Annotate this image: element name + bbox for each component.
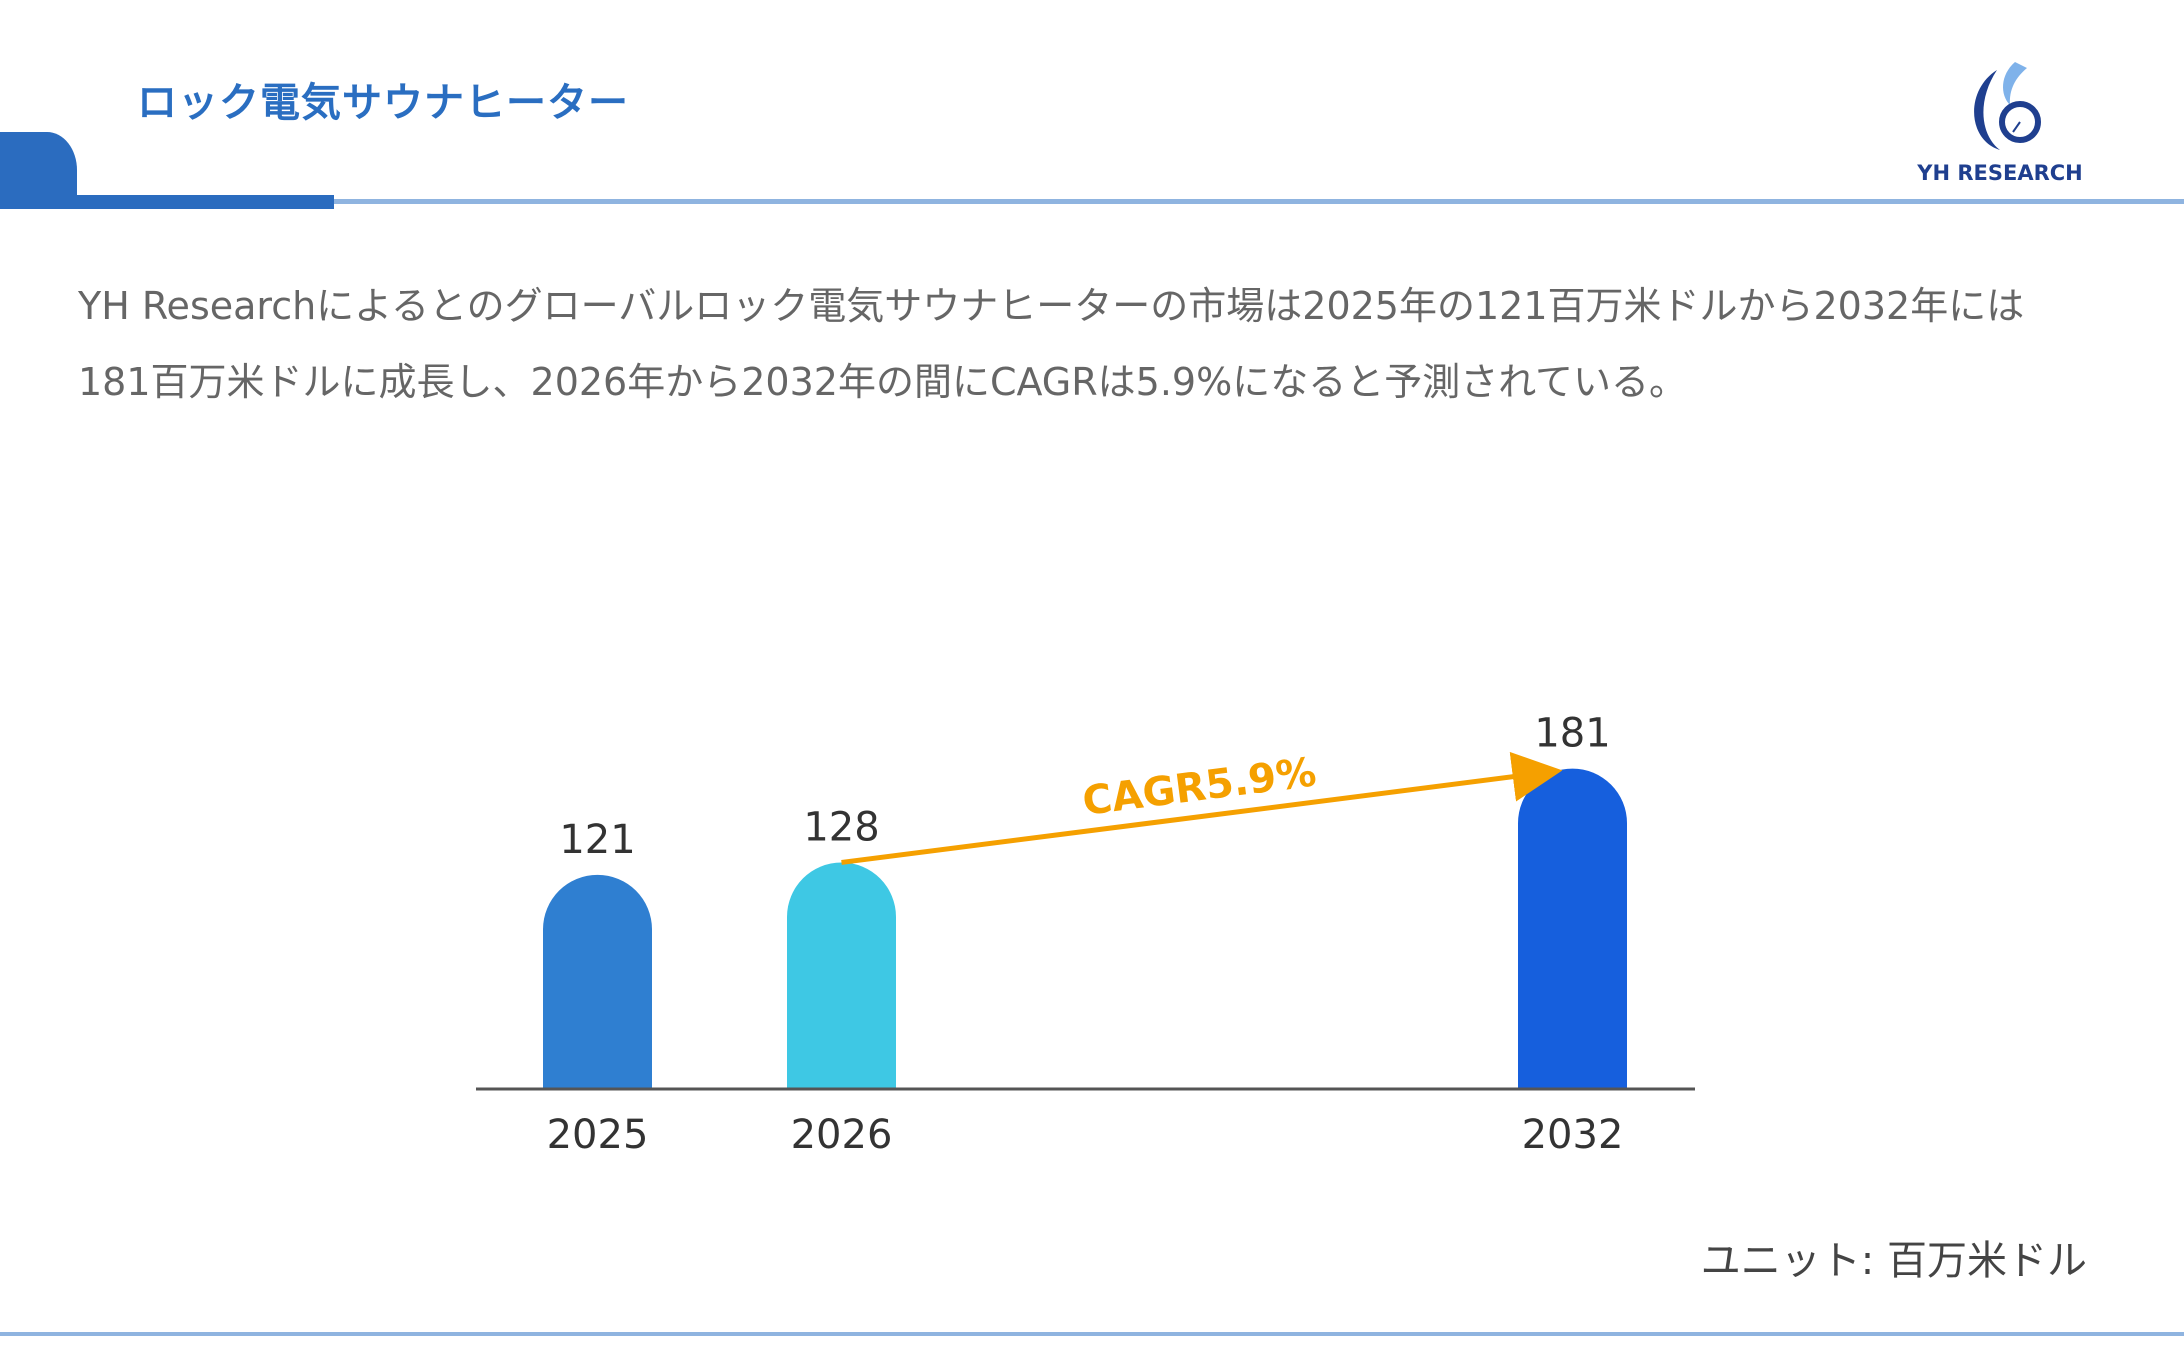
page-title: ロック電気サウナヒーター — [137, 80, 629, 126]
footer-divider — [0, 1332, 2184, 1336]
bar-2026 — [787, 862, 896, 1089]
cagr-arrow — [841, 751, 1563, 865]
category-label-2032: 2032 — [1522, 1112, 1624, 1158]
header-divider — [334, 199, 2184, 204]
category-label-2026: 2026 — [791, 1112, 893, 1158]
value-label-2032: 181 — [1534, 711, 1610, 757]
logo-text: YH RESEARCH — [1917, 161, 2083, 185]
header-accent-bar — [0, 195, 334, 209]
market-description: YH Researchによるとのグローバルロック電気サウナヒーターの市場は202… — [78, 284, 2025, 404]
unit-label: ユニット: 百万米ドル — [1700, 1238, 2087, 1284]
category-label-2025: 2025 — [547, 1112, 649, 1158]
value-label-2025: 121 — [559, 817, 635, 863]
bar-2032 — [1518, 768, 1627, 1089]
yh-research-logo: YH RESEARCH — [1905, 60, 2095, 185]
bar-2025 — [543, 874, 652, 1089]
value-label-2026: 128 — [803, 804, 879, 850]
cagr-label: CAGR5.9% — [1080, 749, 1319, 825]
logo-mark-icon — [1974, 62, 2041, 150]
